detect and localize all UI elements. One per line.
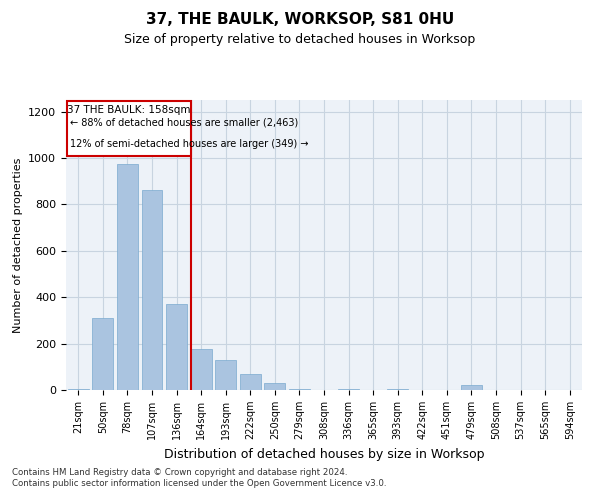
- Bar: [240, 374, 261, 390]
- Bar: [461, 386, 482, 390]
- Text: 37 THE BAULK: 158sqm: 37 THE BAULK: 158sqm: [67, 106, 191, 116]
- Bar: [68, 389, 89, 390]
- Y-axis label: Number of detached properties: Number of detached properties: [13, 158, 23, 332]
- Bar: [191, 350, 212, 390]
- Bar: [92, 318, 113, 390]
- Bar: [142, 190, 163, 390]
- Bar: [387, 389, 408, 390]
- Bar: [166, 304, 187, 390]
- Bar: [215, 360, 236, 390]
- Bar: [289, 389, 310, 390]
- Bar: [117, 164, 138, 390]
- Bar: [67, 101, 191, 156]
- Bar: [265, 383, 286, 390]
- Text: 37, THE BAULK, WORKSOP, S81 0HU: 37, THE BAULK, WORKSOP, S81 0HU: [146, 12, 454, 28]
- Text: ← 88% of detached houses are smaller (2,463): ← 88% of detached houses are smaller (2,…: [70, 118, 298, 128]
- Text: 12% of semi-detached houses are larger (349) →: 12% of semi-detached houses are larger (…: [70, 138, 308, 148]
- Text: Size of property relative to detached houses in Worksop: Size of property relative to detached ho…: [124, 32, 476, 46]
- X-axis label: Distribution of detached houses by size in Worksop: Distribution of detached houses by size …: [164, 448, 484, 460]
- Text: Contains HM Land Registry data © Crown copyright and database right 2024.
Contai: Contains HM Land Registry data © Crown c…: [12, 468, 386, 487]
- Bar: [338, 389, 359, 390]
